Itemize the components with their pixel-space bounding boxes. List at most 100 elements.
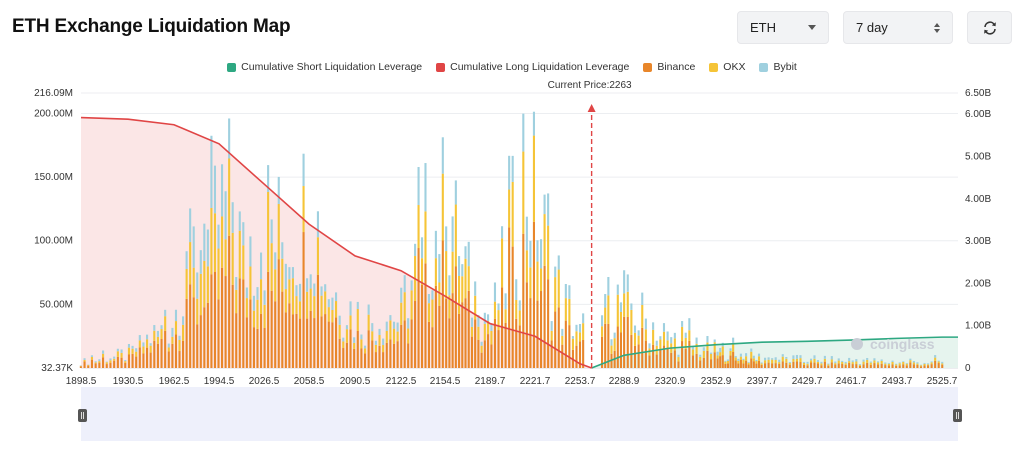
bar-bybit <box>755 359 758 362</box>
refresh-button[interactable] <box>967 11 1012 44</box>
bar-bybit <box>135 348 138 352</box>
bar-binance <box>438 305 441 368</box>
bar-binance <box>909 362 912 368</box>
bar-bybit <box>568 285 571 299</box>
bar-okx <box>324 291 327 315</box>
bar-binance <box>396 341 399 368</box>
bar-bybit <box>792 355 795 359</box>
bar-binance <box>732 351 735 368</box>
y-right-tick-label: 0 <box>965 363 971 374</box>
bar-bybit <box>316 211 319 238</box>
bar-binance <box>677 361 680 368</box>
bar-okx <box>747 362 750 365</box>
bar-okx <box>571 338 574 350</box>
bar-bybit <box>767 357 770 360</box>
bar-bybit <box>816 360 820 362</box>
bar-binance <box>367 330 370 368</box>
bar-bybit <box>360 334 363 340</box>
legend-item-bybit[interactable]: Bybit <box>759 61 797 73</box>
bar-binance <box>820 365 823 368</box>
zoom-handle-left[interactable] <box>78 409 87 422</box>
bar-binance <box>284 312 287 368</box>
bar-binance <box>630 334 633 368</box>
bar-bybit <box>249 236 252 267</box>
bar-bybit <box>771 358 774 360</box>
bar-binance <box>320 316 323 368</box>
bar-bybit <box>719 347 722 353</box>
bar-okx <box>156 336 159 344</box>
bar-bybit <box>407 318 410 329</box>
legend-item-binance[interactable]: Binance <box>643 61 695 73</box>
bar-okx <box>869 362 872 365</box>
bar-okx <box>360 339 363 349</box>
bar-okx <box>737 360 740 364</box>
bar-bybit <box>324 284 327 292</box>
bar-okx <box>616 294 619 327</box>
bar-okx <box>726 360 730 364</box>
bar-okx <box>102 353 105 358</box>
bar-bybit <box>164 309 167 317</box>
bar-binance <box>564 320 567 368</box>
bar-bybit <box>702 347 705 351</box>
bar-binance <box>844 364 847 368</box>
cumulative-long-line <box>80 116 592 369</box>
bar-bybit <box>604 294 607 308</box>
bar-binance <box>713 352 716 368</box>
bar-binance <box>213 271 217 368</box>
bar-bybit <box>827 363 830 365</box>
bar-binance <box>327 321 330 368</box>
bar-binance <box>342 348 345 368</box>
bar-binance <box>764 363 767 368</box>
bar-binance <box>345 342 348 368</box>
bar-bybit <box>742 358 745 361</box>
bar-bybit <box>185 251 188 269</box>
bar-okx <box>213 213 217 272</box>
bar-okx <box>729 350 732 356</box>
bar-binance <box>331 322 334 368</box>
bar-bybit <box>309 274 312 289</box>
bar-binance <box>873 363 876 368</box>
bar-bybit <box>327 299 330 308</box>
bar-binance <box>752 361 755 368</box>
bar-binance <box>306 318 309 368</box>
zoom-slider-track[interactable] <box>81 387 958 441</box>
x-tick-label: 2058.5 <box>294 376 325 387</box>
bar-okx <box>713 342 716 353</box>
legend-item-long[interactable]: Cumulative Long Liquidation Leverage <box>436 61 629 73</box>
legend-swatch-short <box>227 62 237 72</box>
bar-okx <box>385 330 388 343</box>
bar-binance <box>561 344 564 368</box>
bar-okx <box>909 360 912 363</box>
bar-okx <box>844 363 847 365</box>
bar-bybit <box>848 357 851 362</box>
bar-bybit <box>536 240 539 262</box>
bar-bybit <box>684 332 687 338</box>
range-select[interactable]: 7 day <box>843 11 953 44</box>
bar-okx <box>124 361 127 363</box>
bar-binance <box>619 332 622 368</box>
bar-bybit <box>823 355 826 359</box>
bar-binance <box>543 265 546 368</box>
bar-binance <box>349 329 352 368</box>
bar-bybit <box>458 256 461 276</box>
bar-binance <box>767 362 770 368</box>
bar-bybit <box>431 290 434 300</box>
legend-item-short[interactable]: Cumulative Short Liquidation Leverage <box>227 61 422 73</box>
bar-bybit <box>356 301 359 310</box>
bar-okx <box>695 343 698 354</box>
bar-binance <box>522 233 525 368</box>
bar-binance <box>493 318 497 368</box>
bar-okx <box>806 363 809 366</box>
legend-item-okx[interactable]: OKX <box>709 61 745 73</box>
zoom-handle-right[interactable] <box>953 409 962 422</box>
bar-okx <box>710 353 713 360</box>
bar-okx <box>813 358 816 363</box>
legend-swatch-long <box>436 62 446 72</box>
x-tick-label: 2122.5 <box>386 376 417 387</box>
bar-okx <box>760 363 763 365</box>
bar-binance <box>604 323 607 368</box>
coin-select[interactable]: ETH <box>737 11 829 44</box>
bar-binance <box>716 358 719 368</box>
bar-bybit <box>427 294 431 304</box>
bar-bybit <box>613 332 616 339</box>
